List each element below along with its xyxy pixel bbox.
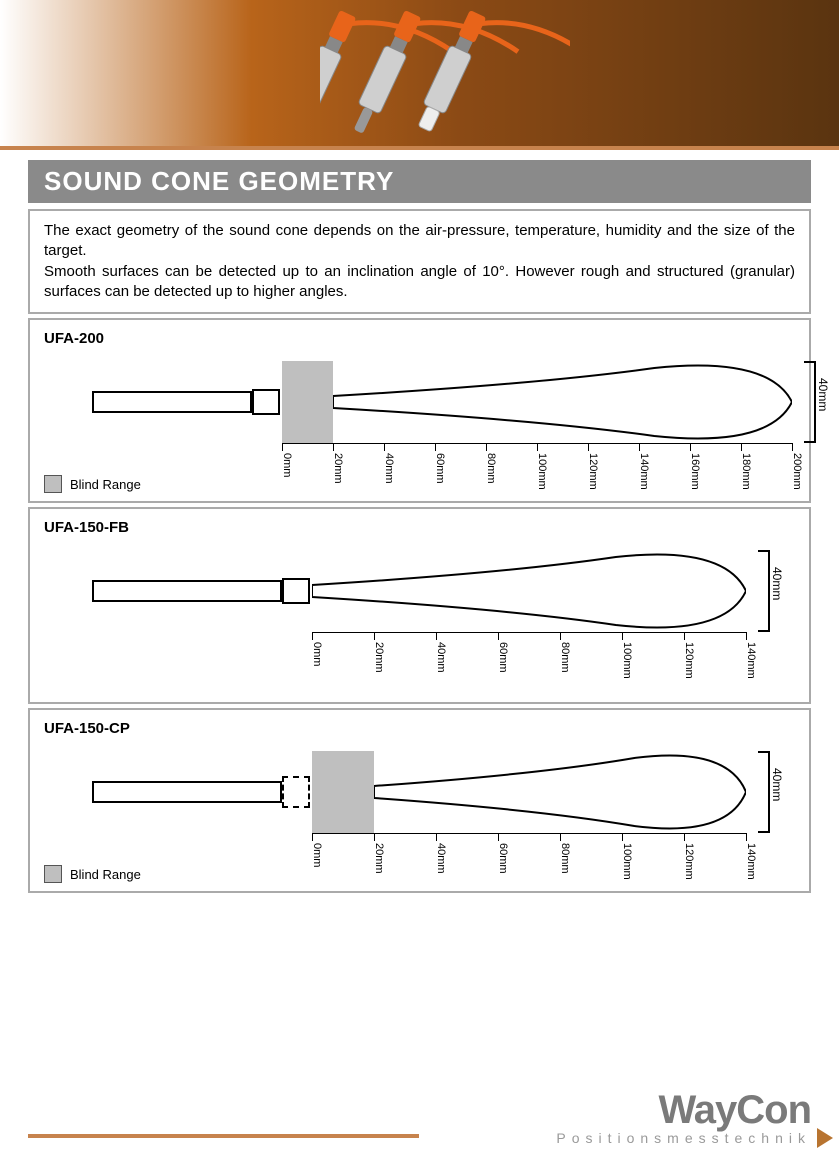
cone-shape <box>333 361 792 443</box>
diagram-title: UFA-150-FB <box>44 519 795 536</box>
section-title: SOUND CONE GEOMETRY <box>28 160 811 203</box>
diagram-title: UFA-200 <box>44 330 795 347</box>
sensor-illustration <box>320 0 570 145</box>
footer-logo-text: WayCon <box>441 1092 811 1128</box>
height-bracket <box>798 361 816 443</box>
tick-label: 60mm <box>497 642 509 673</box>
sensor-body <box>92 781 282 803</box>
cone-shape <box>374 751 746 833</box>
tick-label: 80mm <box>559 642 571 673</box>
cone-shape <box>312 550 746 632</box>
legend: Blind Range <box>44 865 795 883</box>
diagram-box: UFA-20040mm0mm20mm40mm60mm80mm100mm120mm… <box>28 318 811 503</box>
tick-label: 100mm <box>621 642 633 679</box>
blind-range-rect <box>312 751 374 833</box>
height-label: 40mm <box>816 378 830 411</box>
legend-swatch <box>44 865 62 883</box>
diagram-box: UFA-150-FB 40mm 0mm 20mm 40mm 60mm 80mm 100mm 12… <box>28 507 811 704</box>
footer: WayCon Positionsmesstechnik <box>441 1092 811 1146</box>
tick-label: 140mm <box>745 642 757 679</box>
sensor-tip <box>282 578 310 604</box>
diagram-area: 40mm 0mm 20mm 40mm 60mm 80mm 100mm 120mm 140mm <box>92 542 795 692</box>
height-bracket <box>752 550 770 632</box>
legend-label: Blind Range <box>70 477 141 492</box>
intro-text-box: The exact geometry of the sound cone dep… <box>28 209 811 314</box>
blind-range-rect <box>282 361 333 443</box>
diagram-title: UFA-150-CP <box>44 720 795 737</box>
diagram-box: UFA-150-CP40mm0mm20mm40mm60mm80mm100mm12… <box>28 708 811 893</box>
intro-text: The exact geometry of the sound cone dep… <box>44 222 795 300</box>
sensor-tip <box>282 776 310 808</box>
tick-label: 0mm <box>281 453 293 477</box>
legend-label: Blind Range <box>70 867 141 882</box>
sensor-tip <box>252 389 280 415</box>
footer-accent-bar <box>28 1134 419 1138</box>
sensor-body <box>92 391 252 413</box>
footer-arrow-icon <box>817 1128 833 1148</box>
tick-label: 0mm <box>311 843 323 867</box>
tick-label: 0mm <box>311 642 323 666</box>
height-label: 40mm <box>770 567 784 600</box>
footer-subtitle: Positionsmesstechnik <box>441 1130 811 1146</box>
tick-label: 120mm <box>683 642 695 679</box>
sensor-body <box>92 580 282 602</box>
legend: Blind Range <box>44 475 795 493</box>
legend-swatch <box>44 475 62 493</box>
tick-label: 40mm <box>435 642 447 673</box>
tick-label: 20mm <box>373 642 385 673</box>
height-label: 40mm <box>770 768 784 801</box>
header-banner <box>0 0 839 150</box>
height-bracket <box>752 751 770 833</box>
